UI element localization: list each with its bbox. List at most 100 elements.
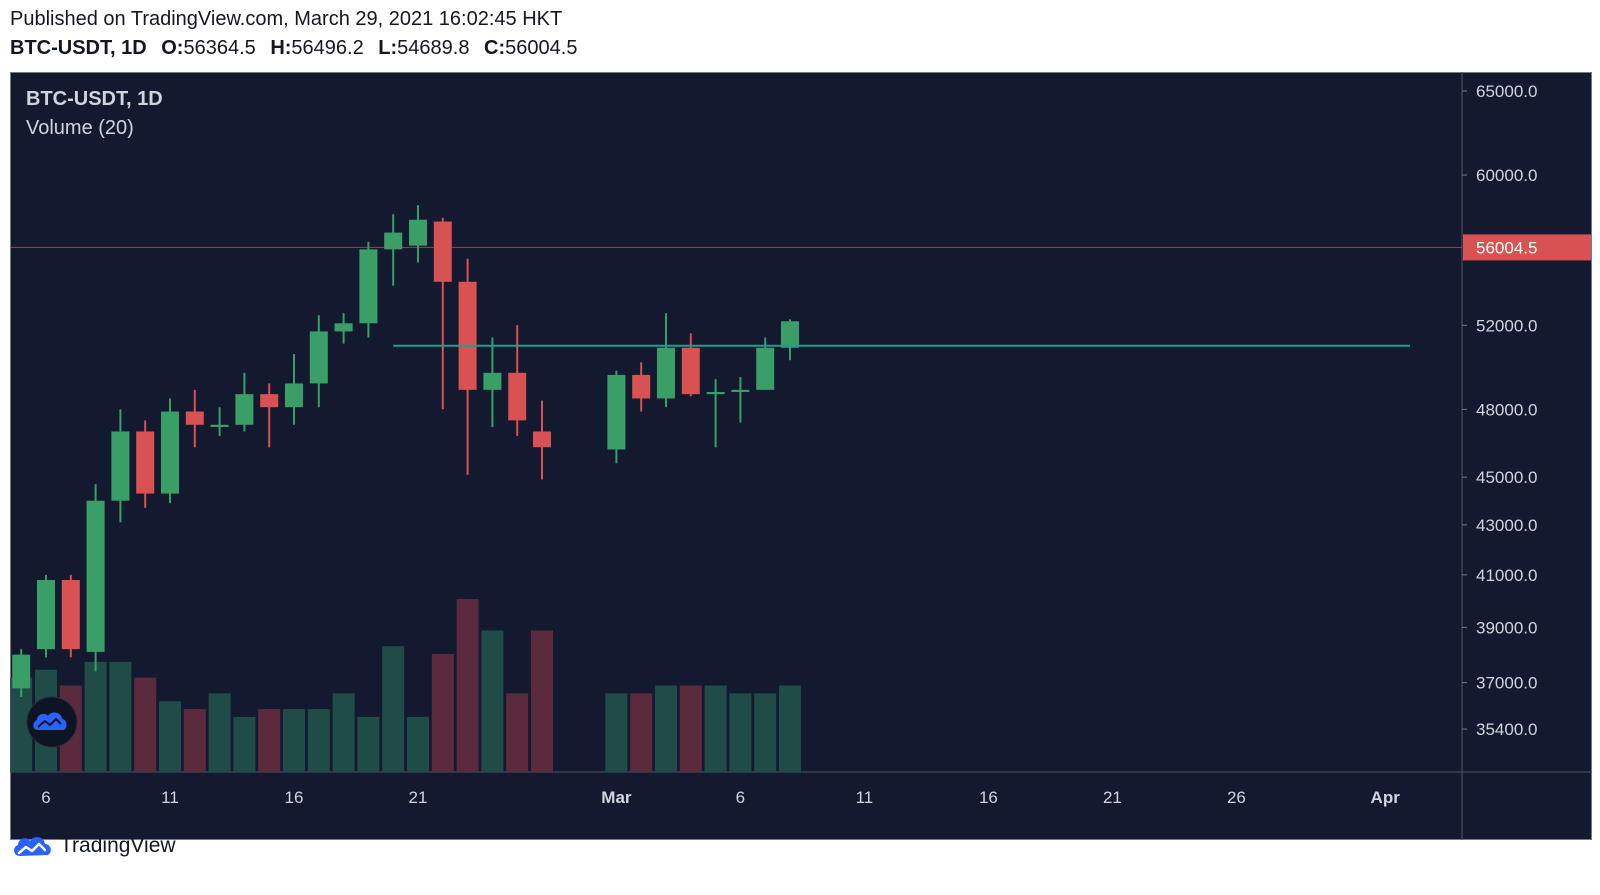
volume-bar (159, 701, 181, 772)
candle-body[interactable] (111, 431, 130, 501)
candle-body[interactable] (632, 374, 651, 399)
last-price-badge (1463, 234, 1591, 261)
volume-bar (481, 630, 504, 772)
close-label: C: (484, 37, 506, 59)
x-tick-label: Mar (601, 788, 632, 807)
volume-bar (258, 709, 281, 772)
y-tick-label: 65000.0 (1476, 82, 1537, 101)
y-tick-label: 45000.0 (1476, 468, 1537, 487)
chart-frame[interactable]: 65000.0 60000.0 52000.0 48000.0 45000.0 43000… (10, 72, 1592, 840)
candle-body[interactable] (409, 219, 427, 246)
chart-legend-symbol: BTC-USDT, 1D (26, 88, 163, 110)
candle-body[interactable] (86, 500, 105, 652)
last-price-label: 56004.5 (1476, 238, 1537, 257)
x-tick-label: 26 (1227, 788, 1246, 807)
candle-body[interactable] (533, 431, 551, 448)
candle-body[interactable] (706, 391, 725, 395)
volume-bar (109, 661, 132, 772)
candle-body[interactable] (359, 249, 378, 324)
y-tick-label: 39000.0 (1476, 618, 1537, 637)
ohlc-header: BTC-USDT, 1D O:56364.5 H:56496.2 L:54689… (10, 37, 577, 60)
low-value: 54689.8 (397, 37, 470, 59)
published-caption: Published on TradingView.com, March 29, … (10, 8, 563, 30)
footer-brand[interactable]: TradingView (10, 831, 176, 861)
volume-bar (208, 693, 231, 772)
footer-brand-label: TradingView (60, 834, 176, 857)
volume-bar (84, 661, 107, 772)
candle-body[interactable] (309, 331, 328, 384)
candle-body[interactable] (607, 374, 626, 450)
x-tick-label: 21 (409, 788, 428, 807)
y-tick-label: 60000.0 (1476, 166, 1537, 185)
candle-body[interactable] (285, 383, 303, 408)
x-tick-label: 11 (856, 788, 874, 807)
volume-bar (729, 693, 752, 772)
open-value: 56364.5 (183, 37, 256, 59)
candle-body[interactable] (61, 579, 80, 650)
volume-bar (630, 693, 653, 772)
volume-bar (754, 693, 777, 772)
low-label: L: (378, 37, 398, 59)
candle-body[interactable] (235, 394, 254, 425)
y-tick-label: 43000.0 (1476, 516, 1537, 535)
x-tick-label: Apr (1371, 788, 1401, 807)
volume-bar (233, 716, 256, 772)
candle-body[interactable] (657, 347, 675, 399)
volume-bar (779, 685, 801, 772)
candle-body[interactable] (681, 347, 700, 395)
volume-bar (10, 677, 33, 772)
candle-body[interactable] (508, 372, 527, 421)
volume-bar (655, 685, 677, 772)
candle-body[interactable] (12, 654, 31, 689)
tradingview-cloud-icon (14, 837, 51, 856)
y-tick-label: 48000.0 (1476, 400, 1537, 419)
chart-legend-indicator[interactable]: Volume (20) (26, 117, 134, 139)
x-tick-label: 6 (736, 788, 745, 807)
volume-bar (456, 599, 479, 772)
volume-bar (332, 693, 355, 772)
candle-body[interactable] (781, 321, 799, 348)
candle-body[interactable] (458, 281, 477, 390)
candle-body[interactable] (37, 579, 55, 650)
x-tick-label: 16 (285, 788, 304, 807)
chart-border (10, 72, 1592, 840)
y-tick-label: 52000.0 (1476, 316, 1537, 335)
volume-bar (506, 693, 529, 772)
volume-bar (183, 709, 206, 772)
high-value: 56496.2 (291, 37, 364, 59)
candle-body[interactable] (731, 389, 750, 392)
volume-bar (431, 654, 454, 772)
x-tick-label: 21 (1103, 788, 1122, 807)
volume-bar (283, 709, 305, 772)
tradingview-watermark-icon[interactable] (26, 696, 78, 748)
close-value: 56004.5 (505, 37, 578, 59)
volume-bar (134, 677, 157, 772)
volume-bar (704, 685, 727, 772)
volume-bar (382, 646, 405, 772)
symbol-label: BTC-USDT, 1D (10, 37, 147, 59)
volume-bar (307, 709, 330, 772)
candle-body[interactable] (756, 347, 775, 390)
y-tick-label: 37000.0 (1476, 674, 1537, 693)
candle-body[interactable] (210, 424, 229, 427)
candle-body[interactable] (185, 411, 204, 425)
open-label: O: (161, 37, 184, 59)
candle-body[interactable] (161, 411, 179, 494)
candle-body[interactable] (433, 221, 452, 282)
candle-body[interactable] (334, 323, 353, 332)
candlestick-chart[interactable]: 65000.0 60000.0 52000.0 48000.0 45000.0 43000… (10, 72, 1592, 840)
volume-bar (531, 630, 553, 772)
volume-bar (679, 685, 702, 772)
candle-body[interactable] (483, 372, 502, 390)
volume-bar (605, 693, 628, 772)
candle-body[interactable] (260, 394, 279, 408)
volume-bar (357, 716, 380, 772)
y-tick-label: 41000.0 (1476, 566, 1537, 585)
volume-bar (407, 716, 429, 772)
high-label: H: (270, 37, 292, 59)
candle-body[interactable] (384, 232, 403, 250)
y-tick-label: 35400.0 (1476, 720, 1537, 739)
x-tick-label: 6 (41, 788, 50, 807)
x-tick-label: 16 (979, 788, 998, 807)
candle-body[interactable] (136, 431, 155, 494)
